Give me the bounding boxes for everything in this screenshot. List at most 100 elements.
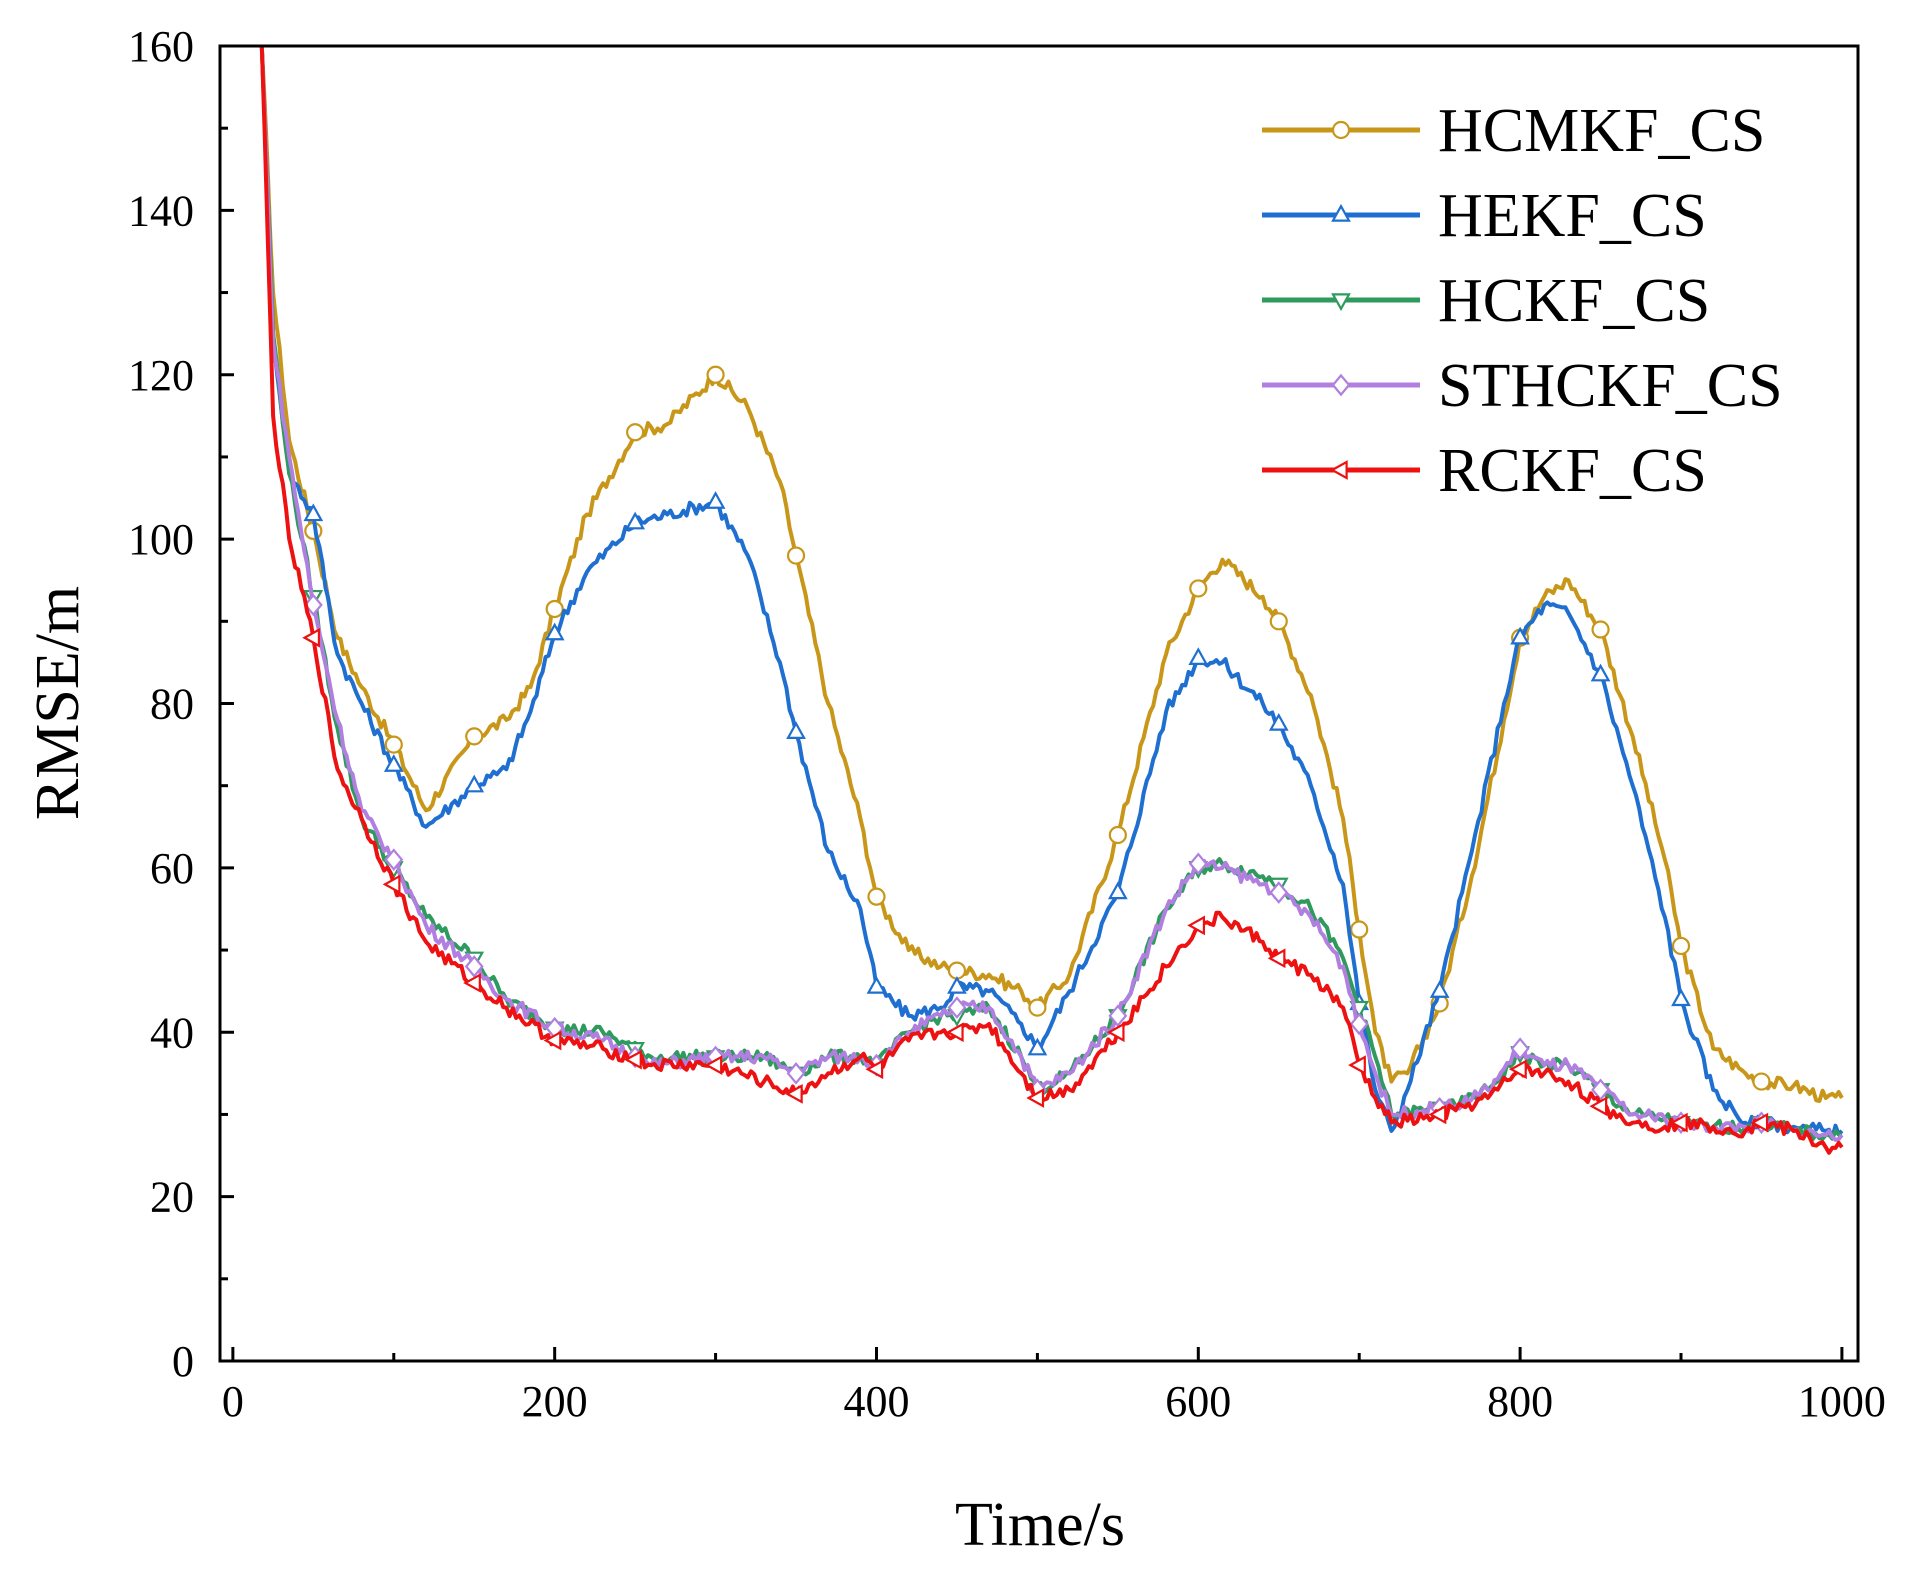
series-line-HCMKF_CS	[259, 46, 1844, 1103]
series-line-HEKF_CS	[259, 46, 1844, 1140]
legend-swatch-marker	[1331, 373, 1351, 397]
data-point-marker	[464, 774, 485, 793]
data-point-marker	[1187, 915, 1205, 936]
data-point-marker	[706, 365, 725, 384]
markers-RCKF_CS	[302, 627, 1769, 1133]
data-point-marker	[1188, 852, 1208, 876]
data-point-marker	[1510, 1037, 1530, 1061]
y-tick-label: 140	[128, 186, 194, 235]
x-tick-label: 200	[522, 1377, 588, 1426]
data-point-marker	[1591, 620, 1610, 639]
data-point-marker	[1590, 663, 1611, 682]
legend-swatch-marker	[1331, 203, 1351, 222]
legend-swatch-marker	[1331, 293, 1351, 312]
data-point-marker	[1589, 1096, 1608, 1117]
series-line-STHCKF_CS	[259, 46, 1844, 1142]
data-point-marker	[465, 727, 484, 746]
x-axis-title: Time/s	[955, 1491, 1125, 1559]
ticks-layer: 0 200 400 600 800 1000 0 20 40 60 80 100 120 140 160	[128, 22, 1886, 1426]
series-HEKF_CS	[259, 46, 1844, 1140]
data-point-marker	[303, 503, 324, 522]
data-point-marker	[384, 848, 404, 871]
y-tick-label: 20	[150, 1173, 194, 1222]
data-point-marker	[947, 996, 967, 1019]
data-point-marker	[1189, 579, 1208, 598]
legend-label: HEKF_CS	[1438, 182, 1707, 250]
y-tick-label: 120	[128, 351, 194, 400]
legend-label: HCMKF_CS	[1438, 97, 1765, 165]
data-point-marker	[947, 975, 967, 994]
data-point-marker	[1428, 1104, 1447, 1125]
series-line-RCKF_CS	[259, 46, 1844, 1155]
data-point-marker	[786, 721, 806, 739]
data-point-marker	[786, 546, 806, 565]
data-point-marker	[1752, 1072, 1771, 1091]
data-point-marker	[704, 1055, 723, 1075]
data-point-marker	[786, 1062, 806, 1085]
series-HCMKF_CS	[259, 46, 1844, 1103]
y-tick-label: 60	[150, 844, 194, 893]
legend-entry-HEKF_CS: HEKF_CS	[1262, 182, 1707, 250]
legend-swatch-marker	[1331, 120, 1351, 140]
data-point-marker	[1188, 647, 1209, 665]
data-point-marker	[384, 735, 403, 754]
legend-label: HCKF_CS	[1438, 267, 1710, 335]
markers-HEKF_CS	[303, 491, 1772, 1130]
data-point-marker	[543, 1030, 562, 1051]
y-tick-label: 160	[128, 22, 194, 71]
data-point-marker	[867, 887, 886, 906]
legend: HCMKF_CS HEKF_CS HCKF_CS STHCKF_CS RCKF_CS	[1262, 97, 1783, 505]
data-point-marker	[626, 423, 645, 442]
legend-label: STHCKF_CS	[1438, 352, 1783, 420]
series-layer	[259, 46, 1844, 1155]
data-point-marker	[1028, 998, 1047, 1017]
x-tick-label: 800	[1487, 1377, 1553, 1426]
series-STHCKF_CS	[259, 46, 1844, 1142]
data-point-marker	[784, 1084, 803, 1104]
data-point-marker	[383, 754, 404, 772]
data-point-marker	[1026, 1088, 1045, 1108]
data-point-marker	[865, 1059, 884, 1080]
series-RCKF_CS	[259, 46, 1844, 1155]
y-tick-label: 40	[150, 1008, 194, 1057]
x-tick-label: 1000	[1798, 1377, 1886, 1426]
data-point-marker	[1106, 1022, 1125, 1043]
data-point-marker	[1350, 920, 1369, 939]
data-point-marker	[624, 1049, 642, 1070]
data-point-marker	[1027, 1037, 1048, 1056]
data-point-marker	[1509, 1059, 1527, 1080]
data-point-marker	[1750, 1112, 1769, 1133]
y-tick-label: 100	[128, 515, 194, 564]
legend-entry-RCKF_CS: RCKF_CS	[1262, 437, 1707, 505]
legend-entry-STHCKF_CS: STHCKF_CS	[1262, 352, 1783, 420]
y-tick-label: 0	[172, 1337, 194, 1386]
data-point-marker	[1671, 988, 1691, 1007]
data-point-marker	[1268, 712, 1289, 731]
data-point-marker	[945, 1022, 964, 1043]
data-point-marker	[1269, 612, 1288, 631]
data-point-marker	[382, 874, 401, 895]
x-tick-label: 600	[1165, 1377, 1231, 1426]
data-point-marker	[1349, 1012, 1369, 1036]
data-point-marker	[1429, 980, 1450, 998]
data-point-marker	[866, 975, 887, 994]
legend-swatch-marker	[1329, 460, 1348, 480]
data-point-marker	[625, 511, 646, 530]
data-point-marker	[1108, 1004, 1128, 1028]
data-point-marker	[544, 622, 565, 641]
data-point-marker	[545, 599, 564, 619]
data-point-marker	[1669, 1112, 1688, 1133]
y-tick-label: 80	[150, 680, 194, 729]
data-point-marker	[302, 627, 321, 648]
data-point-marker	[1671, 936, 1691, 956]
data-point-marker	[1591, 1078, 1610, 1102]
legend-entry-HCMKF_CS: HCMKF_CS	[1262, 97, 1765, 165]
data-point-marker	[464, 955, 484, 978]
data-point-marker	[1348, 1055, 1366, 1075]
x-tick-label: 0	[222, 1377, 244, 1426]
data-point-marker	[705, 491, 726, 509]
data-point-marker	[1108, 825, 1127, 845]
data-point-marker	[303, 593, 323, 617]
